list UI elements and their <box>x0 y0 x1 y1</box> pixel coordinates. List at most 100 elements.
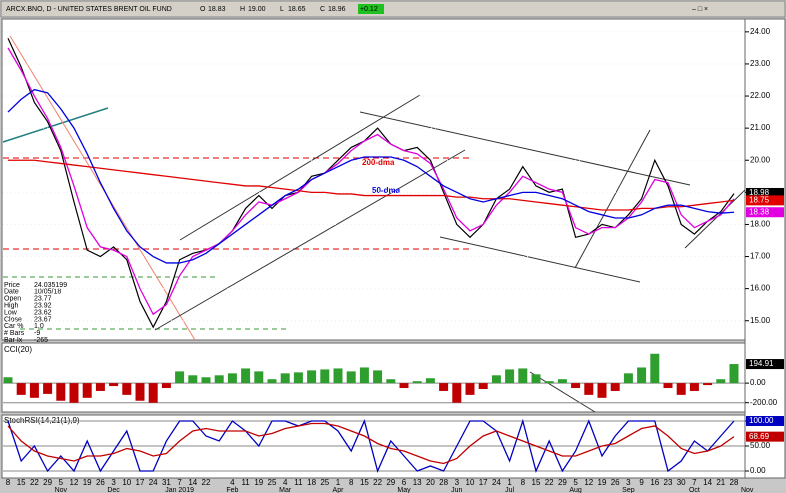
bar <box>333 368 343 384</box>
bar <box>505 369 515 384</box>
x-tick-label: 7 <box>177 478 182 487</box>
quote-value: 19.00 <box>248 6 266 13</box>
window-buttons[interactable]: – □ × <box>692 6 708 13</box>
x-tick-label: 16 <box>650 478 659 487</box>
bar <box>610 383 620 391</box>
bar <box>676 383 686 395</box>
x-tick-label: 23 <box>664 478 673 487</box>
x-month-label: Sep <box>622 487 635 493</box>
price-tag <box>746 187 784 198</box>
x-tick-label: 25 <box>268 478 277 487</box>
bar <box>544 381 554 384</box>
price-tag <box>746 195 784 206</box>
x-month-label: Dec <box>107 487 120 493</box>
quote-label: L <box>280 6 284 13</box>
series-line <box>7 422 735 465</box>
x-month-label: Oct <box>689 487 700 493</box>
trend-line <box>2 107 109 143</box>
bar <box>359 367 369 384</box>
info-label: Close <box>4 316 22 323</box>
bar <box>148 383 158 403</box>
channel-line <box>684 189 746 249</box>
bar <box>623 373 633 384</box>
x-tick-label: 26 <box>96 478 105 487</box>
bar <box>175 371 185 384</box>
bar <box>399 383 409 389</box>
x-tick-label: 1 <box>336 478 341 487</box>
y-tick-label: 0.00 <box>750 466 766 475</box>
info-label: Price <box>4 282 20 289</box>
info-value: -265 <box>34 337 48 344</box>
x-tick-label: 15 <box>360 478 369 487</box>
x-tick-label: 14 <box>188 478 197 487</box>
y-tick-label: 20.00 <box>750 155 771 164</box>
x-tick-label: 13 <box>413 478 422 487</box>
bar <box>122 383 132 395</box>
x-month-label: Mar <box>279 487 292 493</box>
price-panel <box>1 18 746 341</box>
series-line <box>7 418 735 473</box>
bar <box>109 383 119 387</box>
bar <box>452 383 462 403</box>
x-month-label: Feb <box>226 487 238 493</box>
price-tag-label: 68.69 <box>749 432 770 441</box>
y-tick-label: 18.00 <box>750 220 771 229</box>
info-value: 23.92 <box>34 303 52 310</box>
info-value: 24.035199 <box>34 282 67 289</box>
x-tick-label: 21 <box>716 478 725 487</box>
bar <box>425 378 435 384</box>
x-tick-label: 8 <box>349 478 354 487</box>
axis-gutter <box>744 18 786 479</box>
x-tick-label: 3 <box>626 478 631 487</box>
x-tick-label: 29 <box>386 478 395 487</box>
bar <box>16 383 26 395</box>
x-tick-label: 3 <box>111 478 116 487</box>
bar <box>465 383 475 395</box>
x-tick-label: 22 <box>373 478 382 487</box>
bar <box>267 379 277 384</box>
price-tag <box>746 359 784 370</box>
x-tick-label: 29 <box>43 478 52 487</box>
bar <box>689 383 699 391</box>
x-month-label: Nov <box>741 487 754 493</box>
x-tick-label: 22 <box>545 478 554 487</box>
bar <box>95 383 105 391</box>
x-month-label: Jun <box>451 487 462 493</box>
price-tag <box>746 207 784 218</box>
x-tick-label: 17 <box>136 478 145 487</box>
x-tick-label: 9 <box>639 478 644 487</box>
quote-value: +0.12 <box>360 6 378 13</box>
channel-line <box>179 94 421 241</box>
bar <box>280 373 290 384</box>
quote-label: C <box>320 6 325 13</box>
info-value: -9 <box>34 330 40 337</box>
info-label: High <box>4 303 19 310</box>
x-tick-label: 28 <box>730 478 739 487</box>
x-tick-label: 1 <box>507 478 512 487</box>
x-tick-label: 24 <box>149 478 158 487</box>
price-tag <box>746 416 784 426</box>
price-tag-label: 18.98 <box>749 188 770 197</box>
x-tick-label: 11 <box>294 478 303 487</box>
price-tag-label: 194.91 <box>749 359 774 368</box>
bar <box>557 379 567 384</box>
bar <box>729 364 739 384</box>
series-label: 50-dma <box>372 186 401 195</box>
bar <box>346 371 356 384</box>
panel-title: CCI(20) <box>4 345 32 354</box>
bar <box>201 377 211 384</box>
bar <box>69 383 79 403</box>
bar <box>584 383 594 395</box>
x-tick-label: 24 <box>492 478 501 487</box>
info-label: Bar Ix <box>4 337 23 344</box>
x-tick-label: 5 <box>59 478 64 487</box>
x-tick-label: 19 <box>254 478 263 487</box>
x-tick-label: 30 <box>677 478 686 487</box>
x-tick-label: 6 <box>402 478 407 487</box>
bar <box>637 367 647 384</box>
x-tick-label: 20 <box>426 478 435 487</box>
info-label: Car % <box>4 323 23 330</box>
x-tick-label: 19 <box>83 478 92 487</box>
